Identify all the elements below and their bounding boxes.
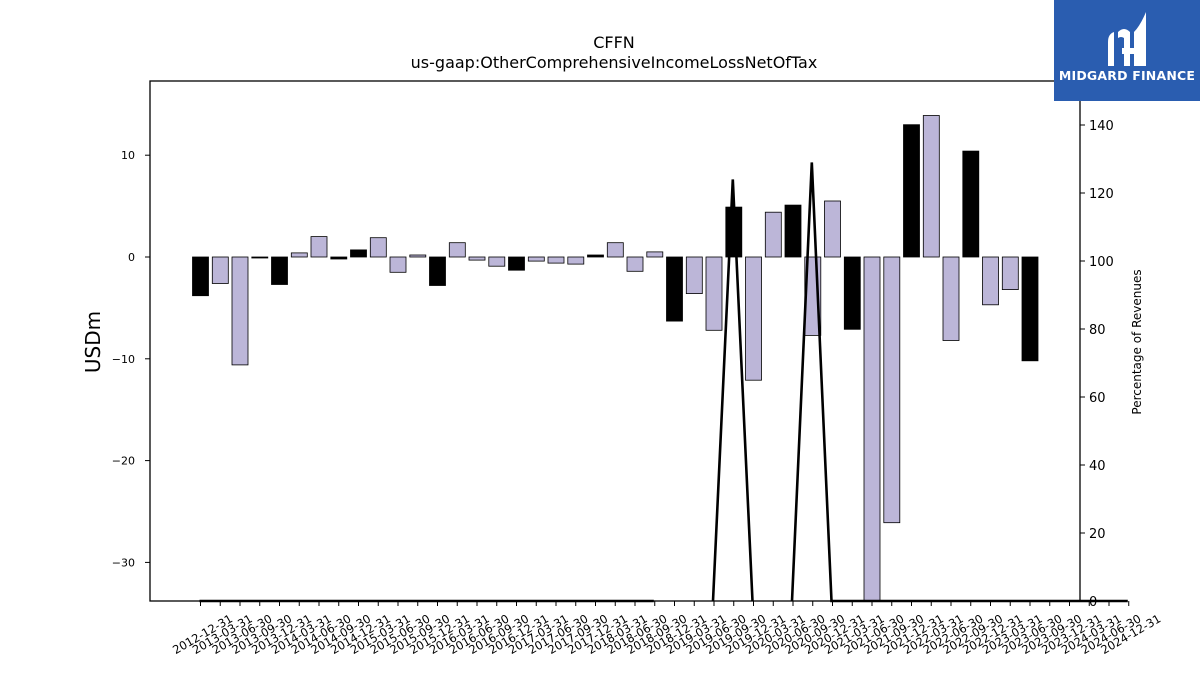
brand-name: MIDGARD FINANCE: [1058, 68, 1196, 83]
bar: [448, 242, 466, 258]
bar: [1021, 256, 1039, 362]
bar: [290, 252, 308, 258]
y2-tick-label: 40: [1089, 459, 1106, 474]
bar: [429, 256, 446, 286]
chart-title: CFFN: [593, 33, 635, 52]
axes-layer: −30−20−100100204060801001201402012-12-31…: [112, 80, 1163, 657]
bar: [764, 211, 782, 258]
y-axis-label: USDm: [81, 311, 105, 373]
bar: [705, 256, 723, 331]
revenue-pct-line: [711, 179, 754, 602]
bar: [547, 256, 565, 264]
y2-tick-label: 140: [1089, 119, 1114, 134]
bar: [962, 150, 980, 258]
bar: [567, 256, 585, 265]
bar: [389, 256, 407, 273]
bar: [330, 256, 348, 260]
midgard-logo-icon: [1108, 12, 1146, 66]
bar: [211, 256, 229, 284]
y-tick-label: −30: [112, 556, 135, 569]
y2-tick-label: 0: [1089, 595, 1097, 610]
plot-frame: [149, 80, 1081, 602]
bar: [666, 256, 683, 322]
bar: [824, 200, 841, 258]
bar: [251, 256, 269, 259]
bar: [903, 124, 920, 258]
chart-subtitle: us-gaap:OtherComprehensiveIncomeLossNetO…: [411, 53, 818, 72]
bar: [587, 254, 604, 258]
line-layer: [199, 162, 1128, 603]
bar: [468, 256, 486, 261]
bar: [982, 256, 999, 306]
bar: [863, 256, 881, 602]
bar: [369, 237, 387, 258]
y-tick-label: −20: [112, 455, 135, 468]
bar: [231, 256, 249, 366]
y2-axis-label: Percentage of Revenues: [1130, 269, 1144, 414]
bar: [409, 254, 427, 258]
bar: [646, 251, 664, 258]
bar: [883, 256, 901, 524]
bar: [942, 256, 960, 341]
bar: [626, 256, 644, 272]
brand-logo: MIDGARD FINANCE: [1054, 0, 1200, 101]
bar: [922, 115, 940, 258]
y2-tick-label: 60: [1089, 391, 1106, 406]
y-tick-label: 0: [128, 251, 135, 264]
bar: [1001, 256, 1019, 290]
bar: [685, 256, 703, 294]
bar: [508, 256, 525, 271]
revenue-pct-line: [790, 162, 1128, 603]
bar: [350, 249, 367, 258]
y2-tick-label: 100: [1089, 255, 1114, 270]
bar: [527, 256, 545, 262]
y2-tick-label: 20: [1089, 527, 1106, 542]
y-tick-label: 10: [121, 149, 135, 162]
bar: [488, 256, 506, 267]
y2-tick-label: 120: [1089, 187, 1114, 202]
bar: [192, 256, 209, 297]
bar: [745, 256, 762, 381]
bar: [843, 256, 861, 330]
y2-tick-label: 80: [1089, 323, 1106, 338]
y-tick-label: −10: [112, 353, 135, 366]
bar: [784, 204, 802, 258]
bar: [310, 236, 328, 258]
bars-layer: [192, 115, 1039, 602]
bar: [271, 256, 288, 285]
bar: [606, 242, 624, 258]
